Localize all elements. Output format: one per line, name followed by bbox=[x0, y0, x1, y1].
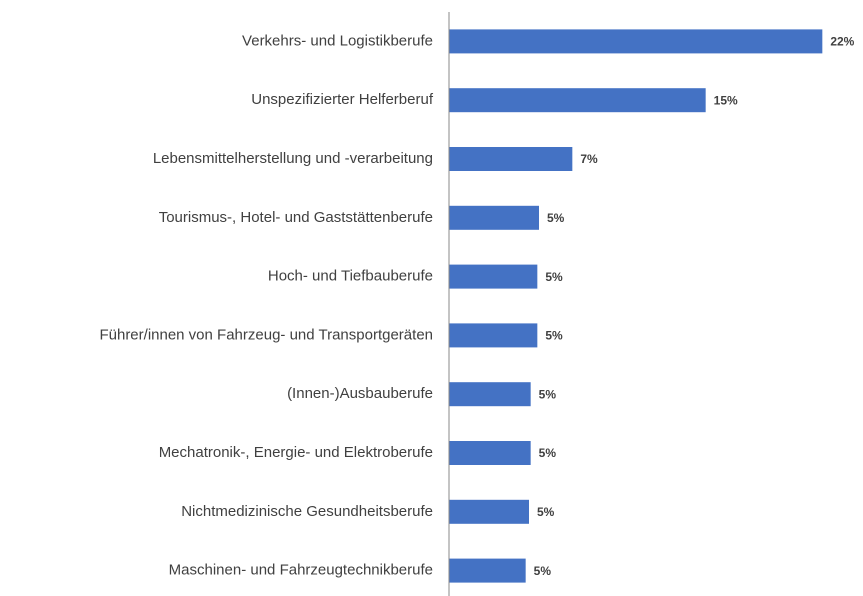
bar bbox=[449, 323, 538, 348]
value-label: 7% bbox=[580, 152, 598, 166]
category-label: Lebensmittelherstellung und -verarbeitun… bbox=[153, 150, 433, 167]
category-label: Führer/innen von Fahrzeug- und Transport… bbox=[99, 326, 433, 343]
bar bbox=[449, 147, 573, 171]
value-label: 5% bbox=[539, 387, 557, 401]
category-label: Maschinen- und Fahrzeugtechnikberufe bbox=[169, 562, 433, 579]
category-label: Tourismus-, Hotel- und Gaststättenberufe bbox=[159, 209, 433, 226]
bar bbox=[449, 441, 531, 465]
category-label: (Innen-)Ausbauberufe bbox=[287, 385, 433, 402]
category-label: Hoch- und Tiefbauberufe bbox=[268, 268, 433, 285]
value-label: 5% bbox=[547, 211, 565, 225]
value-label: 5% bbox=[534, 564, 552, 578]
bar bbox=[449, 264, 538, 289]
bar bbox=[449, 499, 529, 524]
category-label: Mechatronik-, Energie- und Elektroberufe bbox=[159, 444, 433, 461]
value-label: 5% bbox=[545, 270, 563, 284]
category-label: Nichtmedizinische Gesundheitsberufe bbox=[181, 503, 433, 520]
bar bbox=[449, 88, 706, 113]
bar bbox=[449, 382, 531, 407]
value-label: 22% bbox=[830, 35, 854, 49]
category-label: Verkehrs- und Logistikberufe bbox=[242, 32, 433, 49]
value-label: 15% bbox=[714, 93, 738, 107]
value-label: 5% bbox=[545, 329, 563, 343]
bar bbox=[449, 205, 539, 230]
bar bbox=[449, 29, 823, 54]
value-label: 5% bbox=[537, 505, 555, 519]
bar bbox=[449, 558, 526, 583]
category-label: Unspezifizierter Helferberuf bbox=[251, 91, 434, 108]
value-label: 5% bbox=[539, 446, 557, 460]
